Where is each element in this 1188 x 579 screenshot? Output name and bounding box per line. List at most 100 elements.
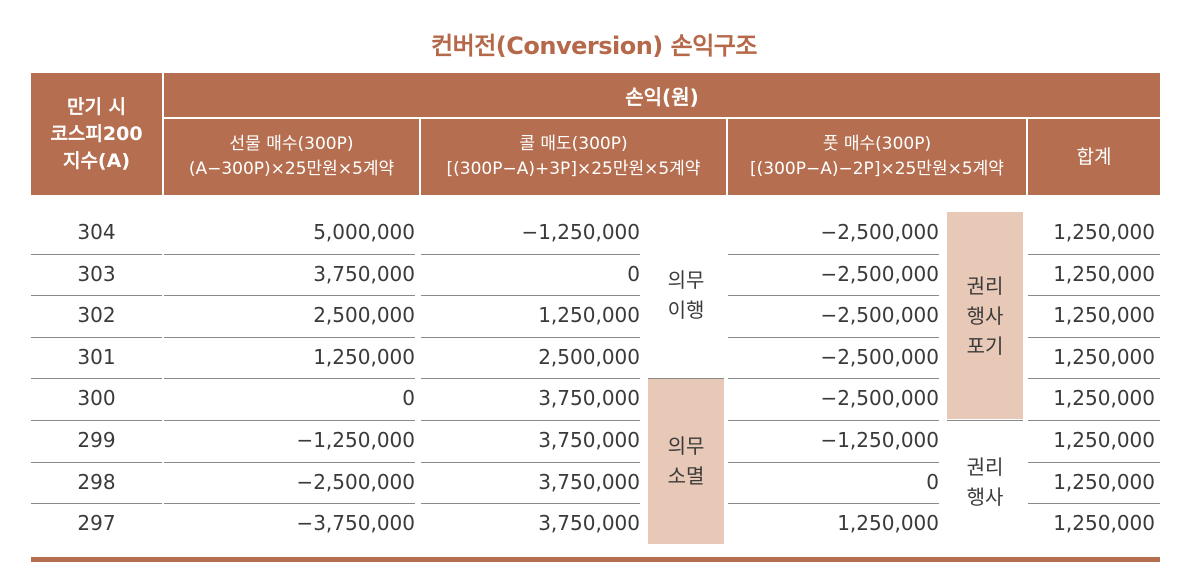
- futures-pl-cell: −1,250,000: [296, 428, 415, 452]
- total-pl-cell: 1,250,000: [1053, 220, 1155, 244]
- note-line: 소멸: [667, 464, 705, 488]
- row-divider: [164, 420, 415, 421]
- column-formula: (A−300P)×25만원×5계약: [188, 159, 395, 179]
- row-divider: [1028, 337, 1160, 338]
- row-divider: [164, 254, 415, 255]
- call-pl-cell: 1,250,000: [538, 303, 640, 328]
- row-divider: [1028, 420, 1160, 421]
- row-divider: [421, 420, 640, 421]
- call-column-header: 콜 매도(300P) [(300P−A)+3P]×25만원×5계약: [421, 119, 726, 195]
- call-pl-cell: 3,750,000: [538, 469, 640, 494]
- put-column-header: 풋 매수(300P) [(300P−A)−2P]×25만원×5계약: [728, 119, 1026, 195]
- row-divider: [31, 503, 162, 504]
- futures-pl-cell: 2,500,000: [313, 303, 415, 328]
- put-pl-cell: −2,500,000: [820, 220, 939, 244]
- column-formula: [(300P−A)+3P]×25만원×5계약: [446, 159, 701, 179]
- row-divider: [421, 254, 640, 255]
- index-cell: 298: [77, 469, 116, 494]
- column-name: 합계: [1076, 145, 1112, 168]
- futures-pl-cell: 5,000,000: [313, 220, 415, 244]
- table-title: 컨버전(Conversion) 손익구조: [431, 32, 757, 60]
- index-cell: 302: [77, 303, 116, 328]
- futures-column-header: 선물 매수(300P) (A−300P)×25만원×5계약: [164, 119, 419, 195]
- row-divider: [728, 462, 939, 463]
- index-cell: 300: [77, 386, 116, 411]
- futures-pl-cell: 3,750,000: [313, 261, 415, 286]
- call-pl-cell: 3,750,000: [538, 386, 640, 411]
- total-pl-cell: 1,250,000: [1053, 344, 1155, 369]
- row-divider: [421, 295, 640, 296]
- row-divider: [728, 254, 939, 255]
- call-obligation-fulfilled-note: 의무 이행: [648, 212, 724, 378]
- row-divider: [1028, 295, 1160, 296]
- call-pl-cell: −1,250,000: [521, 220, 640, 244]
- put-pl-cell: −2,500,000: [820, 303, 939, 328]
- put-right-exercised-note: 권리 행사: [947, 420, 1023, 544]
- total-column-header: 합계: [1028, 119, 1160, 195]
- row-divider: [421, 503, 640, 504]
- row-divider: [728, 295, 939, 296]
- total-pl-cell: 1,250,000: [1053, 386, 1155, 411]
- row-divider: [728, 337, 939, 338]
- total-pl-cell: 1,250,000: [1053, 428, 1155, 452]
- futures-pl-cell: 0: [402, 386, 415, 411]
- table-bottom-border: [31, 557, 1160, 562]
- put-pl-cell: −2,500,000: [820, 386, 939, 411]
- futures-pl-cell: 1,250,000: [313, 344, 415, 369]
- note-line: 권리: [966, 455, 1004, 479]
- put-right-abandoned-note: 권리 행사 포기: [947, 212, 1023, 419]
- note-line: 이행: [667, 298, 705, 322]
- index-header-line: 만기 시: [66, 95, 127, 118]
- index-cell: 303: [77, 261, 116, 286]
- call-pl-cell: 3,750,000: [538, 428, 640, 452]
- row-divider: [728, 503, 939, 504]
- row-divider: [1028, 503, 1160, 504]
- row-divider: [1028, 462, 1160, 463]
- put-pl-cell: −2,500,000: [820, 261, 939, 286]
- note-line: 포기: [966, 333, 1004, 358]
- row-divider: [164, 503, 415, 504]
- put-pl-cell: −1,250,000: [820, 428, 939, 452]
- row-divider: [31, 295, 162, 296]
- column-name: 풋 매수(300P): [822, 134, 932, 154]
- call-pl-cell: 3,750,000: [538, 511, 640, 536]
- row-divider: [164, 337, 415, 338]
- note-line: 의무: [667, 434, 705, 458]
- index-cell: 299: [77, 428, 116, 452]
- row-divider: [1028, 254, 1160, 255]
- row-divider: [31, 462, 162, 463]
- row-divider: [31, 420, 162, 421]
- column-name: 선물 매수(300P): [229, 134, 354, 154]
- index-cell: 304: [77, 220, 116, 244]
- note-line: 권리: [966, 273, 1004, 298]
- call-pl-cell: 2,500,000: [538, 344, 640, 369]
- total-pl-cell: 1,250,000: [1053, 261, 1155, 286]
- row-divider: [31, 337, 162, 338]
- futures-pl-cell: −2,500,000: [296, 469, 415, 494]
- row-divider: [421, 462, 640, 463]
- total-pl-cell: 1,250,000: [1053, 511, 1155, 536]
- note-line: 행사: [966, 485, 1004, 509]
- put-pl-cell: 0: [926, 469, 939, 494]
- note-line: 행사: [966, 303, 1004, 328]
- put-pl-cell: 1,250,000: [837, 511, 939, 536]
- row-divider: [1028, 378, 1160, 379]
- note-line: 의무: [667, 268, 705, 292]
- index-cell: 301: [77, 344, 116, 369]
- total-pl-cell: 1,250,000: [1053, 303, 1155, 328]
- row-divider: [728, 420, 939, 421]
- row-divider: [648, 378, 724, 379]
- profit-loss-group-header: 손익(원): [164, 73, 1160, 117]
- index-column-header: 만기 시 코스피200 지수(A): [31, 73, 162, 195]
- row-divider: [31, 254, 162, 255]
- call-pl-cell: 0: [627, 261, 640, 286]
- row-divider: [164, 462, 415, 463]
- column-formula: [(300P−A)−2P]×25만원×5계약: [750, 159, 1004, 179]
- futures-pl-cell: −3,750,000: [296, 511, 415, 536]
- index-header-line: 지수(A): [62, 149, 131, 172]
- total-pl-cell: 1,250,000: [1053, 469, 1155, 494]
- row-divider: [164, 295, 415, 296]
- row-divider: [164, 378, 415, 379]
- index-cell: 297: [77, 511, 116, 536]
- row-divider: [728, 378, 939, 379]
